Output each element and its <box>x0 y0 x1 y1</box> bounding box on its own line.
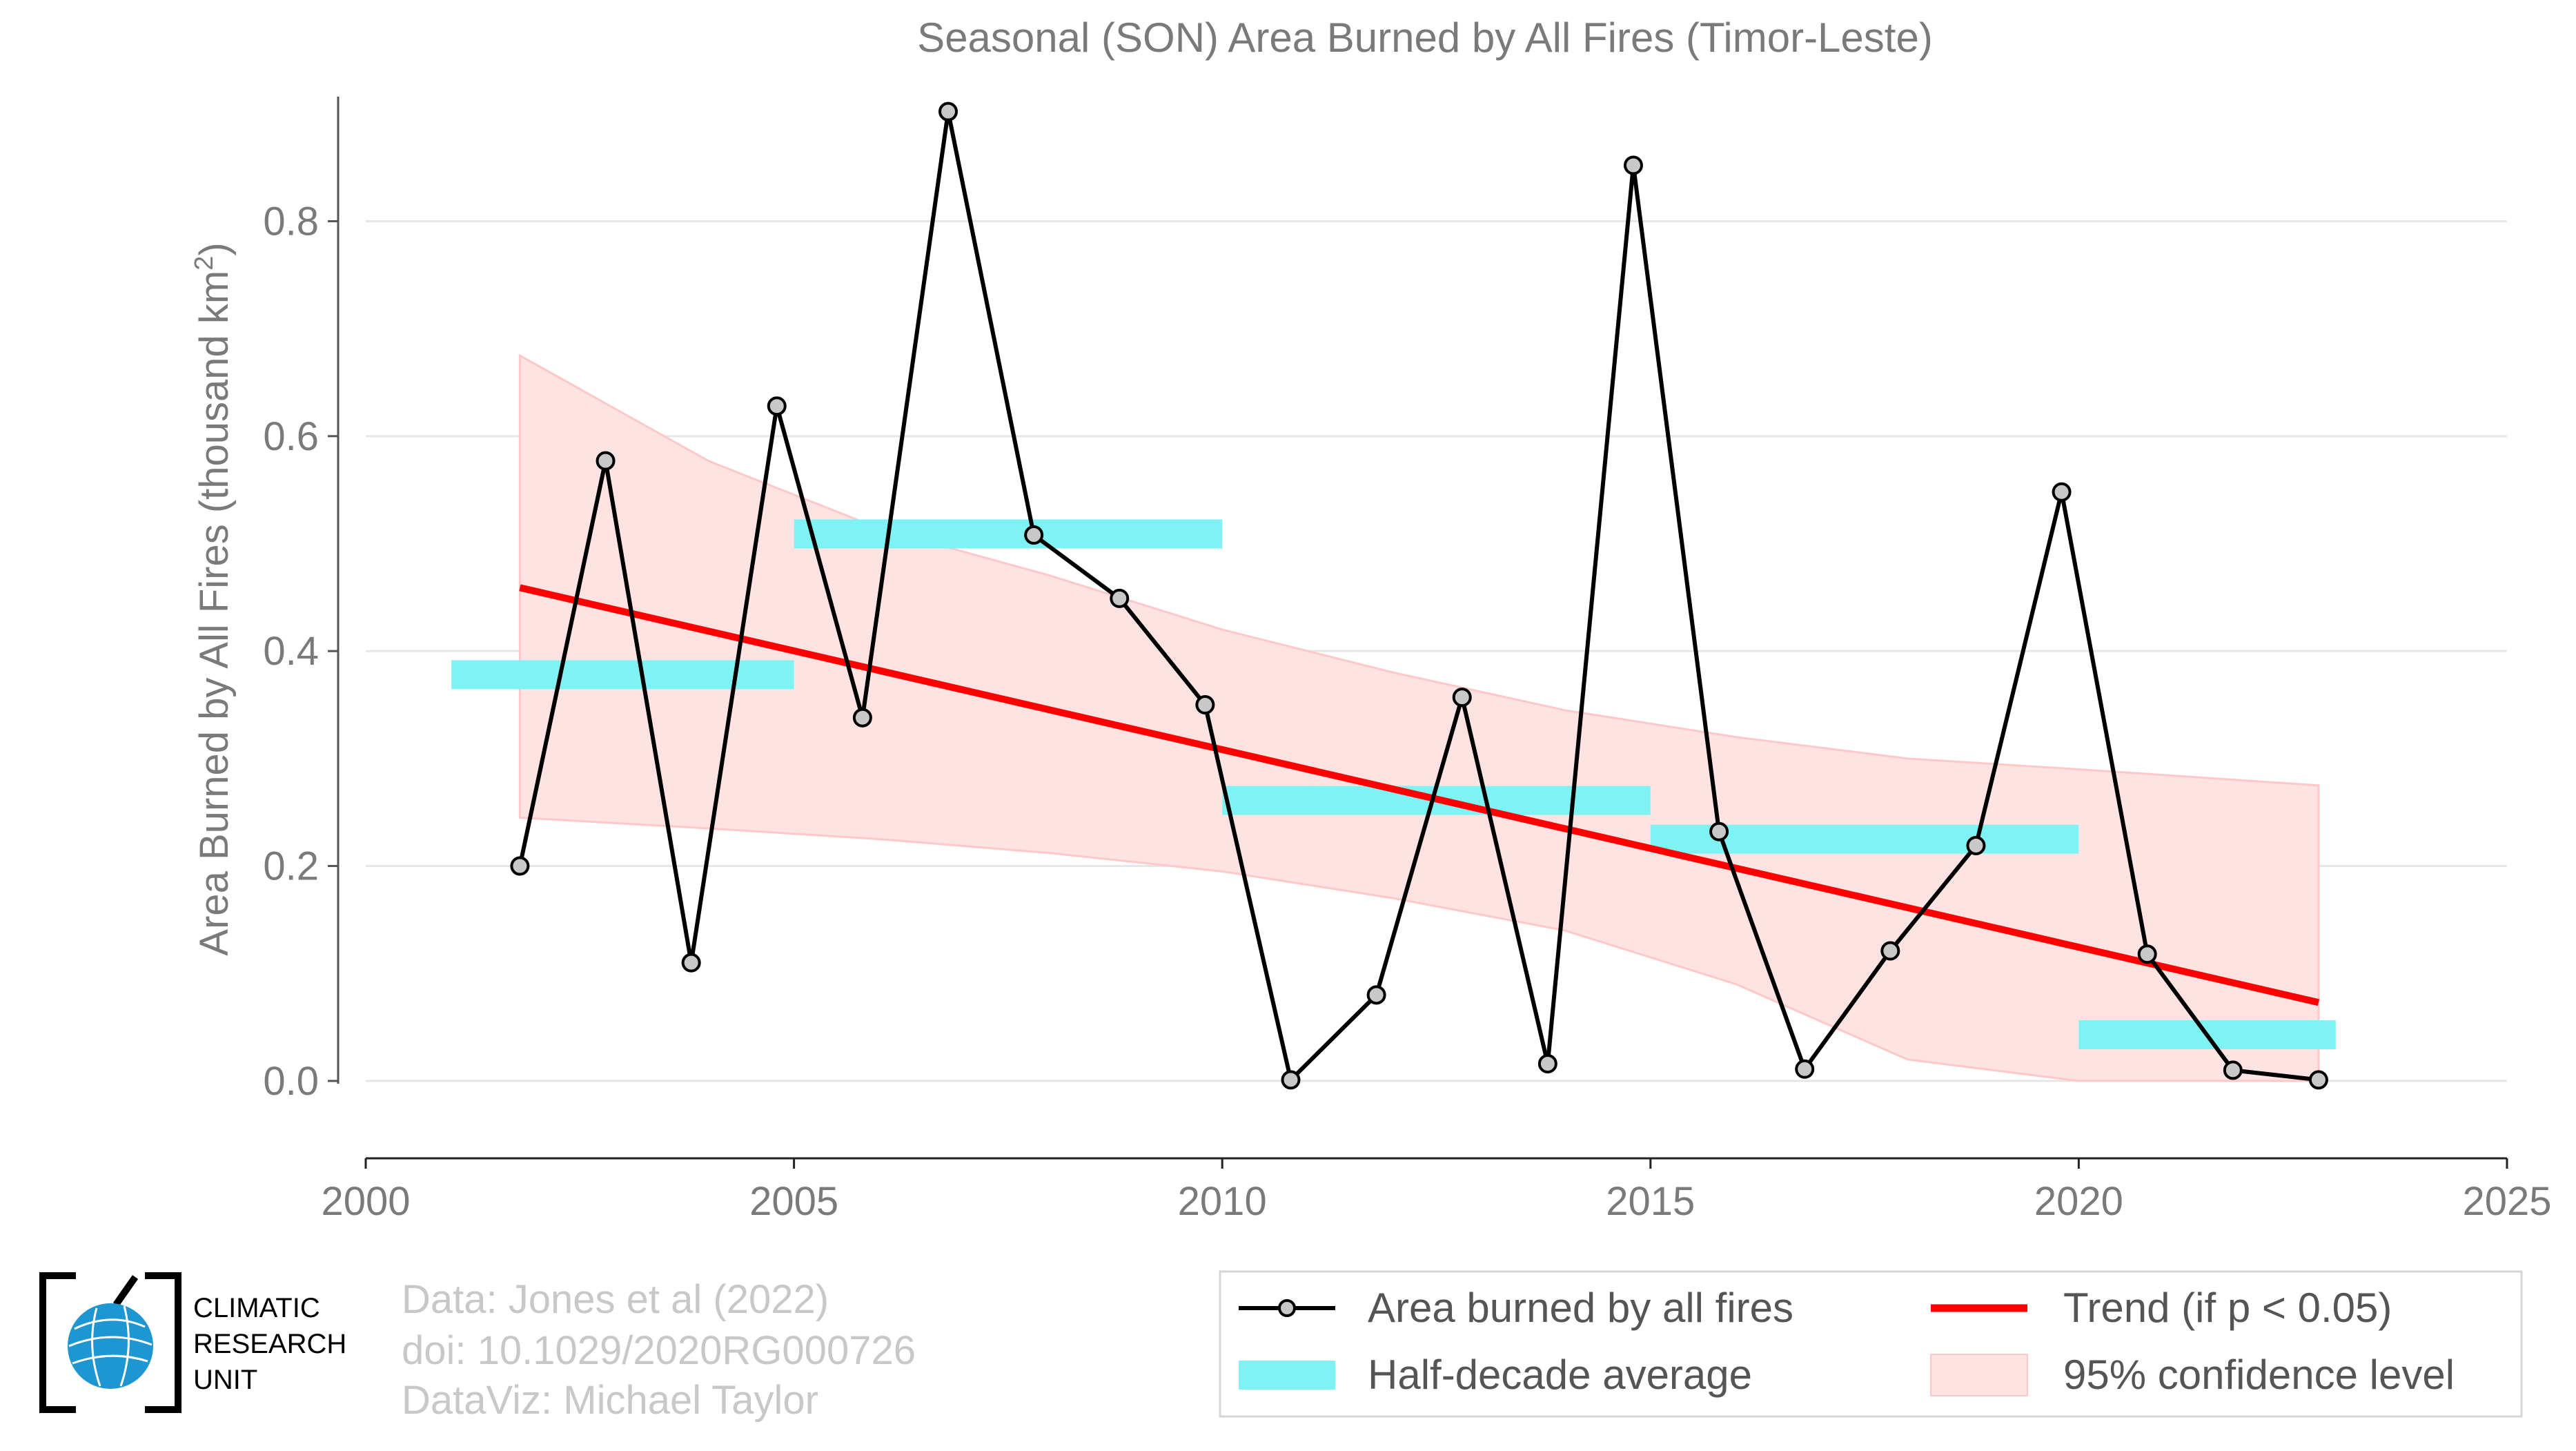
logo-bracket-left <box>39 1272 76 1413</box>
data-point <box>1366 985 1386 1005</box>
data-point <box>1281 1070 1301 1090</box>
data-point <box>2052 482 2072 502</box>
half-decade-bar <box>794 519 1223 549</box>
y-axis-label-text: Area Burned by All Fires (thousand km <box>192 271 237 956</box>
trend-line-path <box>519 584 2320 1006</box>
credit-dataviz: DataViz: Michael Taylor <box>402 1378 818 1423</box>
legend-swatch-confidence <box>1930 1354 2028 1396</box>
data-point <box>2137 944 2157 964</box>
legend-item-confidence: 95% confidence level <box>1930 1352 2455 1398</box>
area-burned-line <box>518 109 2319 1082</box>
y-tick-label: 0.6 <box>263 414 319 459</box>
data-point <box>1623 155 1643 175</box>
confidence-band-area <box>518 353 2320 1082</box>
logo-slash <box>112 1275 139 1307</box>
data-point <box>2308 1070 2328 1090</box>
logo-text-unit: UNIT <box>193 1365 257 1395</box>
trend-line <box>519 584 2320 1006</box>
data-point <box>1452 688 1472 708</box>
y-axis-label: Area Burned by All Fires (thousand km2) <box>190 242 237 955</box>
x-tick-label: 2020 <box>2034 1179 2123 1224</box>
y-axis-label-superscript: 2 <box>190 256 219 271</box>
data-point <box>1195 695 1215 715</box>
confidence-band <box>518 353 2320 1082</box>
data-point <box>767 396 787 416</box>
legend-label-area-burned: Area burned by all fires <box>1368 1285 1793 1331</box>
data-point <box>2223 1060 2243 1080</box>
y-tick-label: 0.2 <box>263 844 319 889</box>
credit-data-source: Data: Jones et al (2022) <box>402 1277 829 1322</box>
x-tick-label: 2015 <box>1606 1179 1695 1224</box>
data-point <box>681 953 701 973</box>
data-point <box>596 451 616 471</box>
x-tick-label: 2010 <box>1178 1179 1267 1224</box>
credit-doi: doi: 10.1029/2020RG000726 <box>402 1328 916 1373</box>
logo-text-research: RESEARCH <box>193 1329 346 1359</box>
x-tick-label: 2005 <box>749 1179 838 1224</box>
data-point <box>1966 835 1986 855</box>
globe-icon <box>68 1303 153 1389</box>
legend-swatch-half-decade <box>1239 1361 1335 1390</box>
data-point <box>1024 525 1044 545</box>
legend-label-half-decade: Half-decade average <box>1368 1352 1752 1398</box>
x-tick-label: 2025 <box>2462 1179 2551 1224</box>
legend-box <box>1219 1270 2523 1418</box>
data-point <box>510 856 530 876</box>
cru-logo: CLIMATIC RESEARCH UNIT <box>39 1272 346 1413</box>
data-point <box>1709 821 1729 841</box>
x-tick-label: 2000 <box>321 1179 410 1224</box>
y-tick-label: 0.8 <box>263 199 319 244</box>
half-decade-bar <box>451 660 794 690</box>
legend-item-half-decade: Half-decade average <box>1239 1352 1752 1398</box>
area-burned-series <box>510 101 2328 1090</box>
logo-bracket-right <box>145 1272 181 1413</box>
data-point <box>1880 941 1900 961</box>
legend-label-confidence: 95% confidence level <box>2063 1352 2455 1398</box>
legend-item-trend: Trend (if p < 0.05) <box>1931 1285 2392 1331</box>
legend: Area burned by all fires Trend (if p < 0… <box>1219 1270 2523 1418</box>
y-axis-label-close: ) <box>192 242 237 255</box>
data-point <box>1110 588 1130 608</box>
data-point <box>852 708 872 728</box>
data-point <box>1795 1059 1815 1079</box>
logo-text-climatic: CLIMATIC <box>193 1293 320 1323</box>
axes: 0.0 0.2 0.4 0.6 0.8 2000 2005 2010 2015 2020 2025 <box>263 97 2552 1224</box>
credits: Data: Jones et al (2022) doi: 10.1029/20… <box>402 1277 916 1423</box>
chart-title: Seasonal (SON) Area Burned by All Fires … <box>917 14 1933 61</box>
legend-label-trend: Trend (if p < 0.05) <box>2063 1285 2392 1331</box>
y-tick-label: 0.0 <box>263 1059 319 1104</box>
legend-swatch-marker <box>1278 1299 1296 1317</box>
data-point <box>938 101 958 121</box>
data-point <box>1537 1054 1557 1074</box>
legend-item-area-burned: Area burned by all fires <box>1239 1285 1793 1331</box>
y-tick-label: 0.4 <box>263 629 319 674</box>
